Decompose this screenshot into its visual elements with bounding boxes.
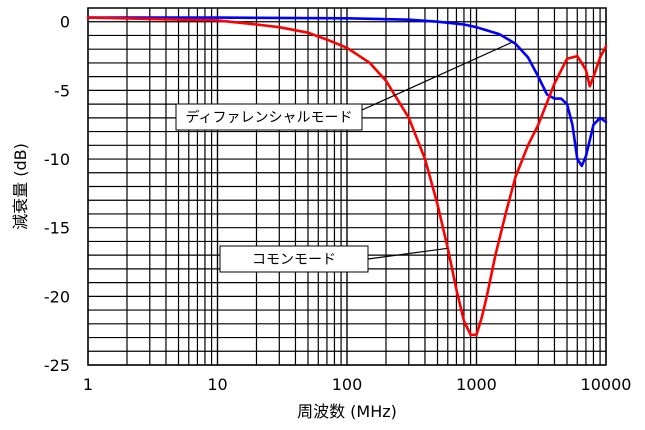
x-tick-label: 100 xyxy=(332,375,363,394)
y-tick-label: 0 xyxy=(60,13,70,32)
tick-labels: 1 10 100 1000 10000 0 -5 -10 -15 -20 -25 xyxy=(44,13,632,394)
x-tick-label: 10000 xyxy=(581,375,632,394)
y-tick-label: -20 xyxy=(44,287,70,306)
plot-frame xyxy=(87,7,607,366)
annotation-label: コモンモード xyxy=(252,252,336,268)
common-mode-line xyxy=(86,16,608,337)
y-tick-label: -10 xyxy=(44,150,70,169)
series-layer xyxy=(86,16,608,337)
annotation-label: ディファレンシャルモード xyxy=(185,109,352,126)
annotation-leader-line xyxy=(367,247,448,260)
y-axis-label: 減衰量 (dB) xyxy=(11,143,30,230)
differential-mode-line xyxy=(86,16,608,168)
annotation-box xyxy=(219,245,369,273)
y-tick-label: -5 xyxy=(54,81,70,100)
x-tick-label: 1000 xyxy=(456,375,497,394)
y-tick-label: -25 xyxy=(44,356,70,375)
y-tick-label: -15 xyxy=(44,219,70,238)
chart-grid xyxy=(87,8,607,366)
x-tick-label: 1 xyxy=(83,375,93,394)
annotation-box xyxy=(175,103,363,131)
annotation-leader-line xyxy=(361,41,513,111)
x-axis-label: 周波数 (MHz) xyxy=(297,402,397,421)
x-tick-label: 10 xyxy=(207,375,227,394)
